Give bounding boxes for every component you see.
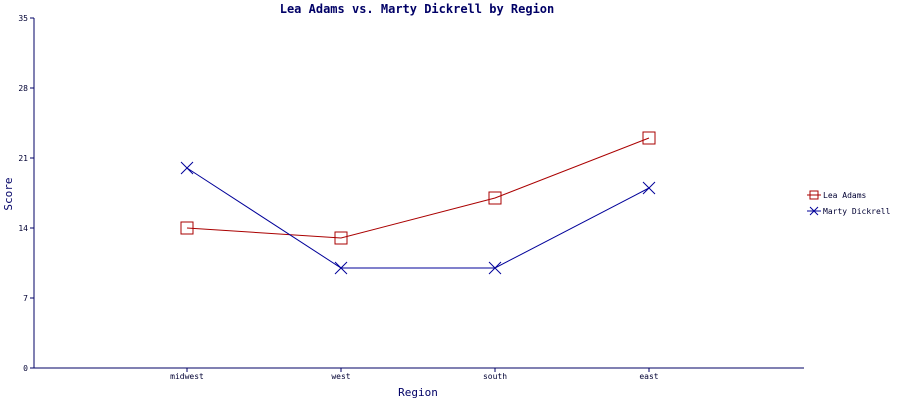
y-axis-label: Score (2, 177, 15, 210)
data-point (180, 161, 194, 175)
data-point (334, 261, 348, 275)
data-point (642, 181, 656, 195)
data-point (488, 261, 502, 275)
series-layer (180, 131, 656, 275)
legend-item: Lea Adams (807, 190, 867, 200)
legend-label: Lea Adams (823, 191, 867, 200)
x-tick-label: south (483, 372, 507, 381)
chart-title: Lea Adams vs. Marty Dickrell by Region (280, 2, 555, 16)
y-tick-label: 35 (18, 14, 28, 23)
y-tick-label: 0 (23, 364, 28, 373)
y-tick-label: 21 (18, 154, 28, 163)
axes (33, 18, 804, 369)
x-tick-label: midwest (170, 372, 204, 381)
legend-marker (809, 190, 819, 200)
series-lea-adams (180, 131, 656, 245)
y-tick-label: 28 (18, 84, 28, 93)
y-tick-label: 14 (18, 224, 28, 233)
legend: Lea Adams Marty Dickrell (807, 190, 891, 216)
series-line (186, 167, 650, 269)
legend-item: Marty Dickrell (807, 206, 891, 216)
data-point (334, 231, 348, 245)
data-point (180, 221, 194, 235)
legend-label: Marty Dickrell (823, 207, 891, 216)
series-marty-dickrell (180, 161, 656, 275)
series-line (186, 137, 650, 239)
x-tick-label: east (639, 372, 658, 381)
y-axis-ticks: 0 7 14 21 28 35 (18, 14, 34, 373)
x-axis-label: Region (398, 386, 438, 399)
x-tick-label: west (331, 372, 350, 381)
data-point (642, 131, 656, 145)
x-axis-ticks: midwest west south east (170, 368, 659, 381)
legend-marker (809, 206, 819, 216)
data-point (488, 191, 502, 205)
y-tick-label: 7 (23, 294, 28, 303)
